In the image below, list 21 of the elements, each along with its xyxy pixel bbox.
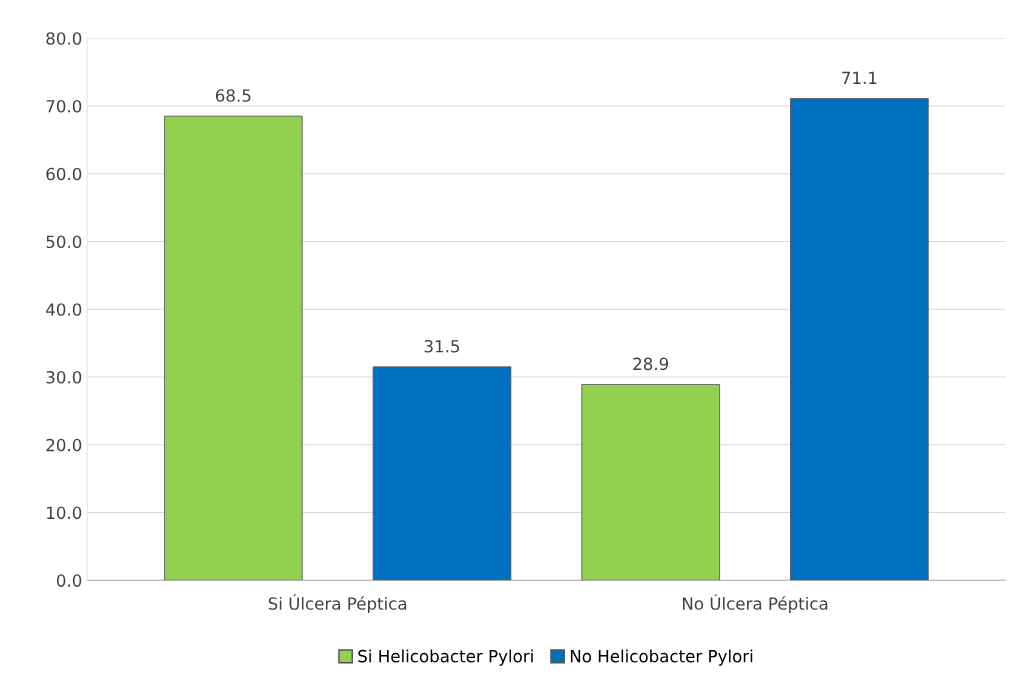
bar (790, 98, 929, 581)
legend-label: No Helicobacter Pylori (570, 649, 753, 666)
y-tick-label: 50.0 (46, 235, 82, 249)
data-label: 28.9 (633, 357, 669, 371)
x-tick-label: No Úlcera Péptica (682, 594, 828, 614)
y-tick-label: 60.0 (46, 167, 82, 181)
y-tick-label: 30.0 (46, 371, 82, 384)
data-label: 71.1 (842, 71, 877, 84)
y-tick-label: 0.0 (56, 574, 82, 587)
data-label: 68.5 (215, 89, 251, 102)
y-tick-label: 40.0 (46, 303, 82, 316)
bar (372, 366, 512, 581)
y-tick-label: 10.0 (47, 506, 82, 520)
y-tick-label: 70.0 (46, 99, 82, 113)
bar (581, 384, 720, 581)
data-label: 31.5 (424, 339, 460, 353)
y-tick-label: 20.0 (46, 438, 82, 452)
y-tick-label: 80.0 (46, 32, 82, 45)
legend-label: Si Helicobacter Pylori (358, 649, 533, 666)
bar (164, 115, 303, 581)
x-tick-label: Si Úlcera Péptica (268, 594, 407, 614)
